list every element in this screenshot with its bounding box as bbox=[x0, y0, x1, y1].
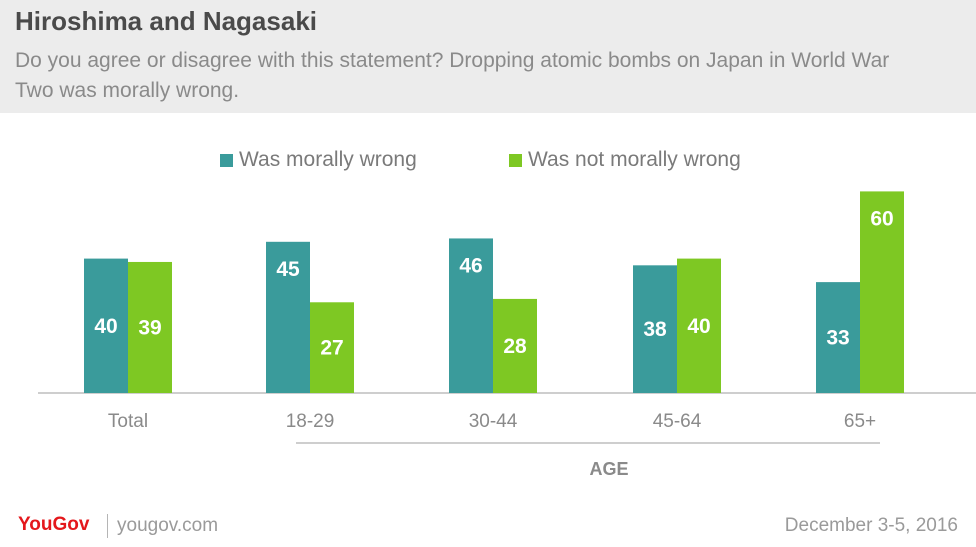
bar-wrong-65plus bbox=[816, 282, 860, 393]
bar-not-wrong-Total bbox=[128, 261, 172, 393]
footer-divider bbox=[107, 514, 108, 538]
bar-not-wrong-30-44 bbox=[493, 298, 537, 393]
data-label-wrong-45-64: 38 bbox=[643, 318, 667, 341]
bar-wrong-30-44 bbox=[449, 238, 493, 393]
data-label-wrong-30-44: 46 bbox=[459, 254, 482, 277]
x-tick-label-45-64: 45-64 bbox=[653, 411, 702, 432]
yougov-logo: YouGov bbox=[18, 514, 90, 535]
x-tick-label-Total: Total bbox=[108, 411, 148, 432]
data-label-not-wrong-45-64: 40 bbox=[687, 315, 710, 338]
age-group-label: AGE bbox=[589, 459, 628, 479]
chart-title: Hiroshima and Nagasaki bbox=[15, 6, 317, 36]
data-label-wrong-Total: 40 bbox=[94, 315, 117, 338]
data-label-wrong-65plus: 33 bbox=[826, 327, 849, 350]
bar-chart: 40 39 Total 45 27 18-29 46 28 30-44 38 40 45-64 33 60… bbox=[38, 191, 976, 479]
header-band: Hiroshima and Nagasaki Do you agree or d… bbox=[0, 0, 976, 113]
bar-not-wrong-45-64 bbox=[677, 258, 721, 393]
footer-site: yougov.com bbox=[117, 515, 219, 536]
legend-swatch-wrong bbox=[220, 153, 233, 167]
bar-not-wrong-18-29 bbox=[310, 302, 354, 393]
data-label-not-wrong-65plus: 60 bbox=[870, 207, 893, 230]
legend-swatch-not-wrong bbox=[509, 153, 522, 167]
bar-wrong-18-29 bbox=[266, 241, 310, 393]
x-tick-label-65plus: 65+ bbox=[844, 411, 876, 432]
bar-wrong-45-64 bbox=[633, 265, 677, 393]
x-tick-label-18-29: 18-29 bbox=[286, 411, 335, 432]
legend-label-not-wrong: Was not morally wrong bbox=[528, 148, 741, 171]
legend-item-not-wrong: Was not morally wrong bbox=[509, 148, 741, 172]
chart-subtitle: Do you agree or disagree with this state… bbox=[15, 49, 890, 102]
bar-wrong-Total bbox=[84, 258, 128, 393]
data-label-not-wrong-18-29: 27 bbox=[320, 337, 343, 360]
data-label-not-wrong-30-44: 28 bbox=[503, 335, 527, 358]
legend-label-wrong: Was morally wrong bbox=[239, 148, 417, 171]
footer-date: December 3-5, 2016 bbox=[784, 515, 958, 536]
legend-item-wrong: Was morally wrong bbox=[220, 148, 417, 172]
legend: Was morally wrong Was not morally wrong bbox=[0, 148, 976, 174]
data-label-not-wrong-Total: 39 bbox=[138, 316, 161, 339]
x-tick-label-30-44: 30-44 bbox=[469, 411, 518, 432]
data-label-wrong-18-29: 45 bbox=[276, 258, 300, 281]
bar-not-wrong-65plus bbox=[860, 191, 904, 393]
